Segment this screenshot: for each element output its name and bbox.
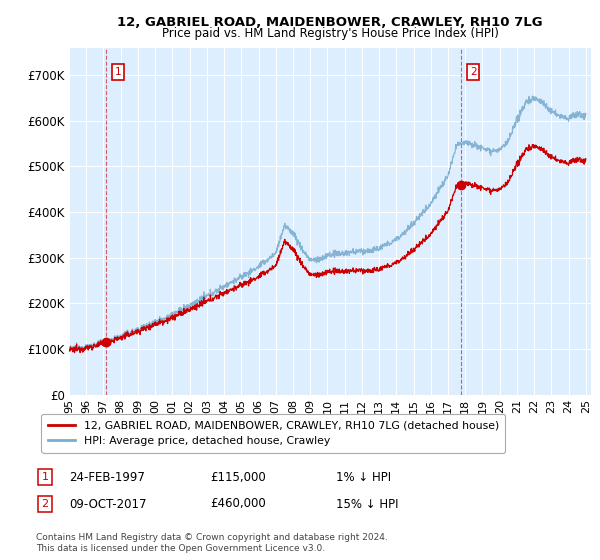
Text: 12, GABRIEL ROAD, MAIDENBOWER, CRAWLEY, RH10 7LG: 12, GABRIEL ROAD, MAIDENBOWER, CRAWLEY, … <box>117 16 543 29</box>
Text: 1% ↓ HPI: 1% ↓ HPI <box>336 470 391 484</box>
Legend: 12, GABRIEL ROAD, MAIDENBOWER, CRAWLEY, RH10 7LG (detached house), HPI: Average : 12, GABRIEL ROAD, MAIDENBOWER, CRAWLEY, … <box>41 414 505 452</box>
Text: 15% ↓ HPI: 15% ↓ HPI <box>336 497 398 511</box>
Text: 24-FEB-1997: 24-FEB-1997 <box>69 470 145 484</box>
Text: 1: 1 <box>41 472 49 482</box>
Text: Price paid vs. HM Land Registry's House Price Index (HPI): Price paid vs. HM Land Registry's House … <box>161 27 499 40</box>
Text: 2: 2 <box>41 499 49 509</box>
Text: £460,000: £460,000 <box>210 497 266 511</box>
Text: 2: 2 <box>470 67 476 77</box>
Text: £115,000: £115,000 <box>210 470 266 484</box>
Text: Contains HM Land Registry data © Crown copyright and database right 2024.
This d: Contains HM Land Registry data © Crown c… <box>36 533 388 553</box>
Text: 09-OCT-2017: 09-OCT-2017 <box>69 497 146 511</box>
Text: 1: 1 <box>115 67 121 77</box>
